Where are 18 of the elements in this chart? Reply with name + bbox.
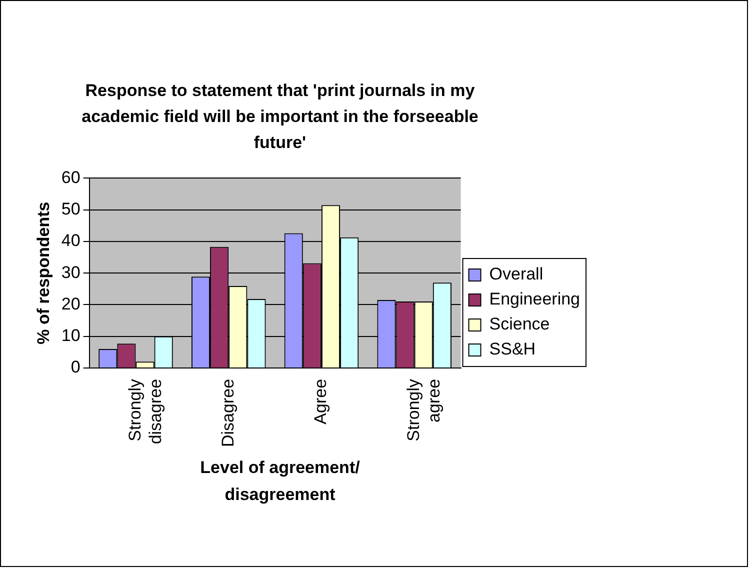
x-tick-label: Strongly agree [404,378,444,442]
x-tick-label: Disagree [218,378,238,448]
y-tick-label: 50 [61,200,80,219]
y-tick-label: 60 [61,168,80,187]
y-axis-title: % of respondents [34,202,53,344]
x-axis-title: Level of agreement/ disagreement [199,457,361,506]
legend-label: Science [489,314,550,334]
legend-label: Overall [489,264,544,284]
y-tick-label: 30 [61,262,80,282]
y-tick-label: 0 [70,358,80,377]
legend-label: SS&H [489,340,536,359]
x-tick-label: Agree [311,378,330,424]
x-tick-label: Strongly disagree [125,378,165,444]
legend-label: Engineering [489,290,580,309]
y-tick-label: 40 [61,231,80,250]
chart-title: Response to statement that 'print journals in my academic field will be important in the forseeable future' [80,80,480,154]
y-tick-label: 10 [61,326,80,346]
y-tick-label: 20 [61,294,80,314]
